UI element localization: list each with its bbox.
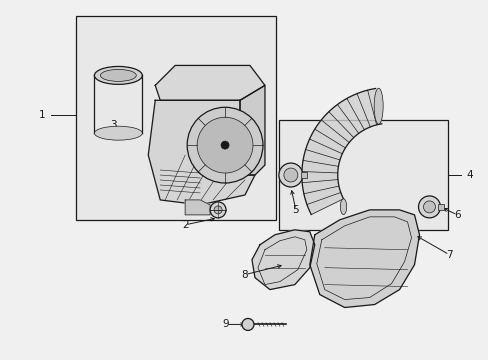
Circle shape [423,201,435,213]
Circle shape [278,163,302,187]
Circle shape [197,117,252,173]
Ellipse shape [94,126,142,140]
Text: 4: 4 [465,170,472,180]
Circle shape [418,196,440,218]
Polygon shape [240,85,264,175]
Text: 1: 1 [39,110,46,120]
Polygon shape [301,89,381,215]
Circle shape [242,319,253,330]
Text: 6: 6 [453,210,460,220]
Ellipse shape [373,88,383,124]
Polygon shape [148,100,254,205]
Text: 5: 5 [292,205,299,215]
Polygon shape [251,230,314,289]
Text: 3: 3 [110,120,117,130]
Text: 7: 7 [445,250,452,260]
Circle shape [214,206,222,214]
Polygon shape [309,210,419,307]
Ellipse shape [340,199,346,215]
Text: 2: 2 [182,220,188,230]
Polygon shape [155,66,264,100]
Text: 9: 9 [223,319,229,329]
Text: 8: 8 [241,270,248,280]
Polygon shape [185,200,210,215]
Ellipse shape [94,67,142,84]
Ellipse shape [100,69,136,81]
Bar [76,15,275,220]
Circle shape [284,168,297,182]
Bar [300,172,306,178]
Bar [278,120,447,230]
Bar [438,204,444,210]
Circle shape [187,107,263,183]
Circle shape [210,202,225,218]
Circle shape [221,141,228,149]
